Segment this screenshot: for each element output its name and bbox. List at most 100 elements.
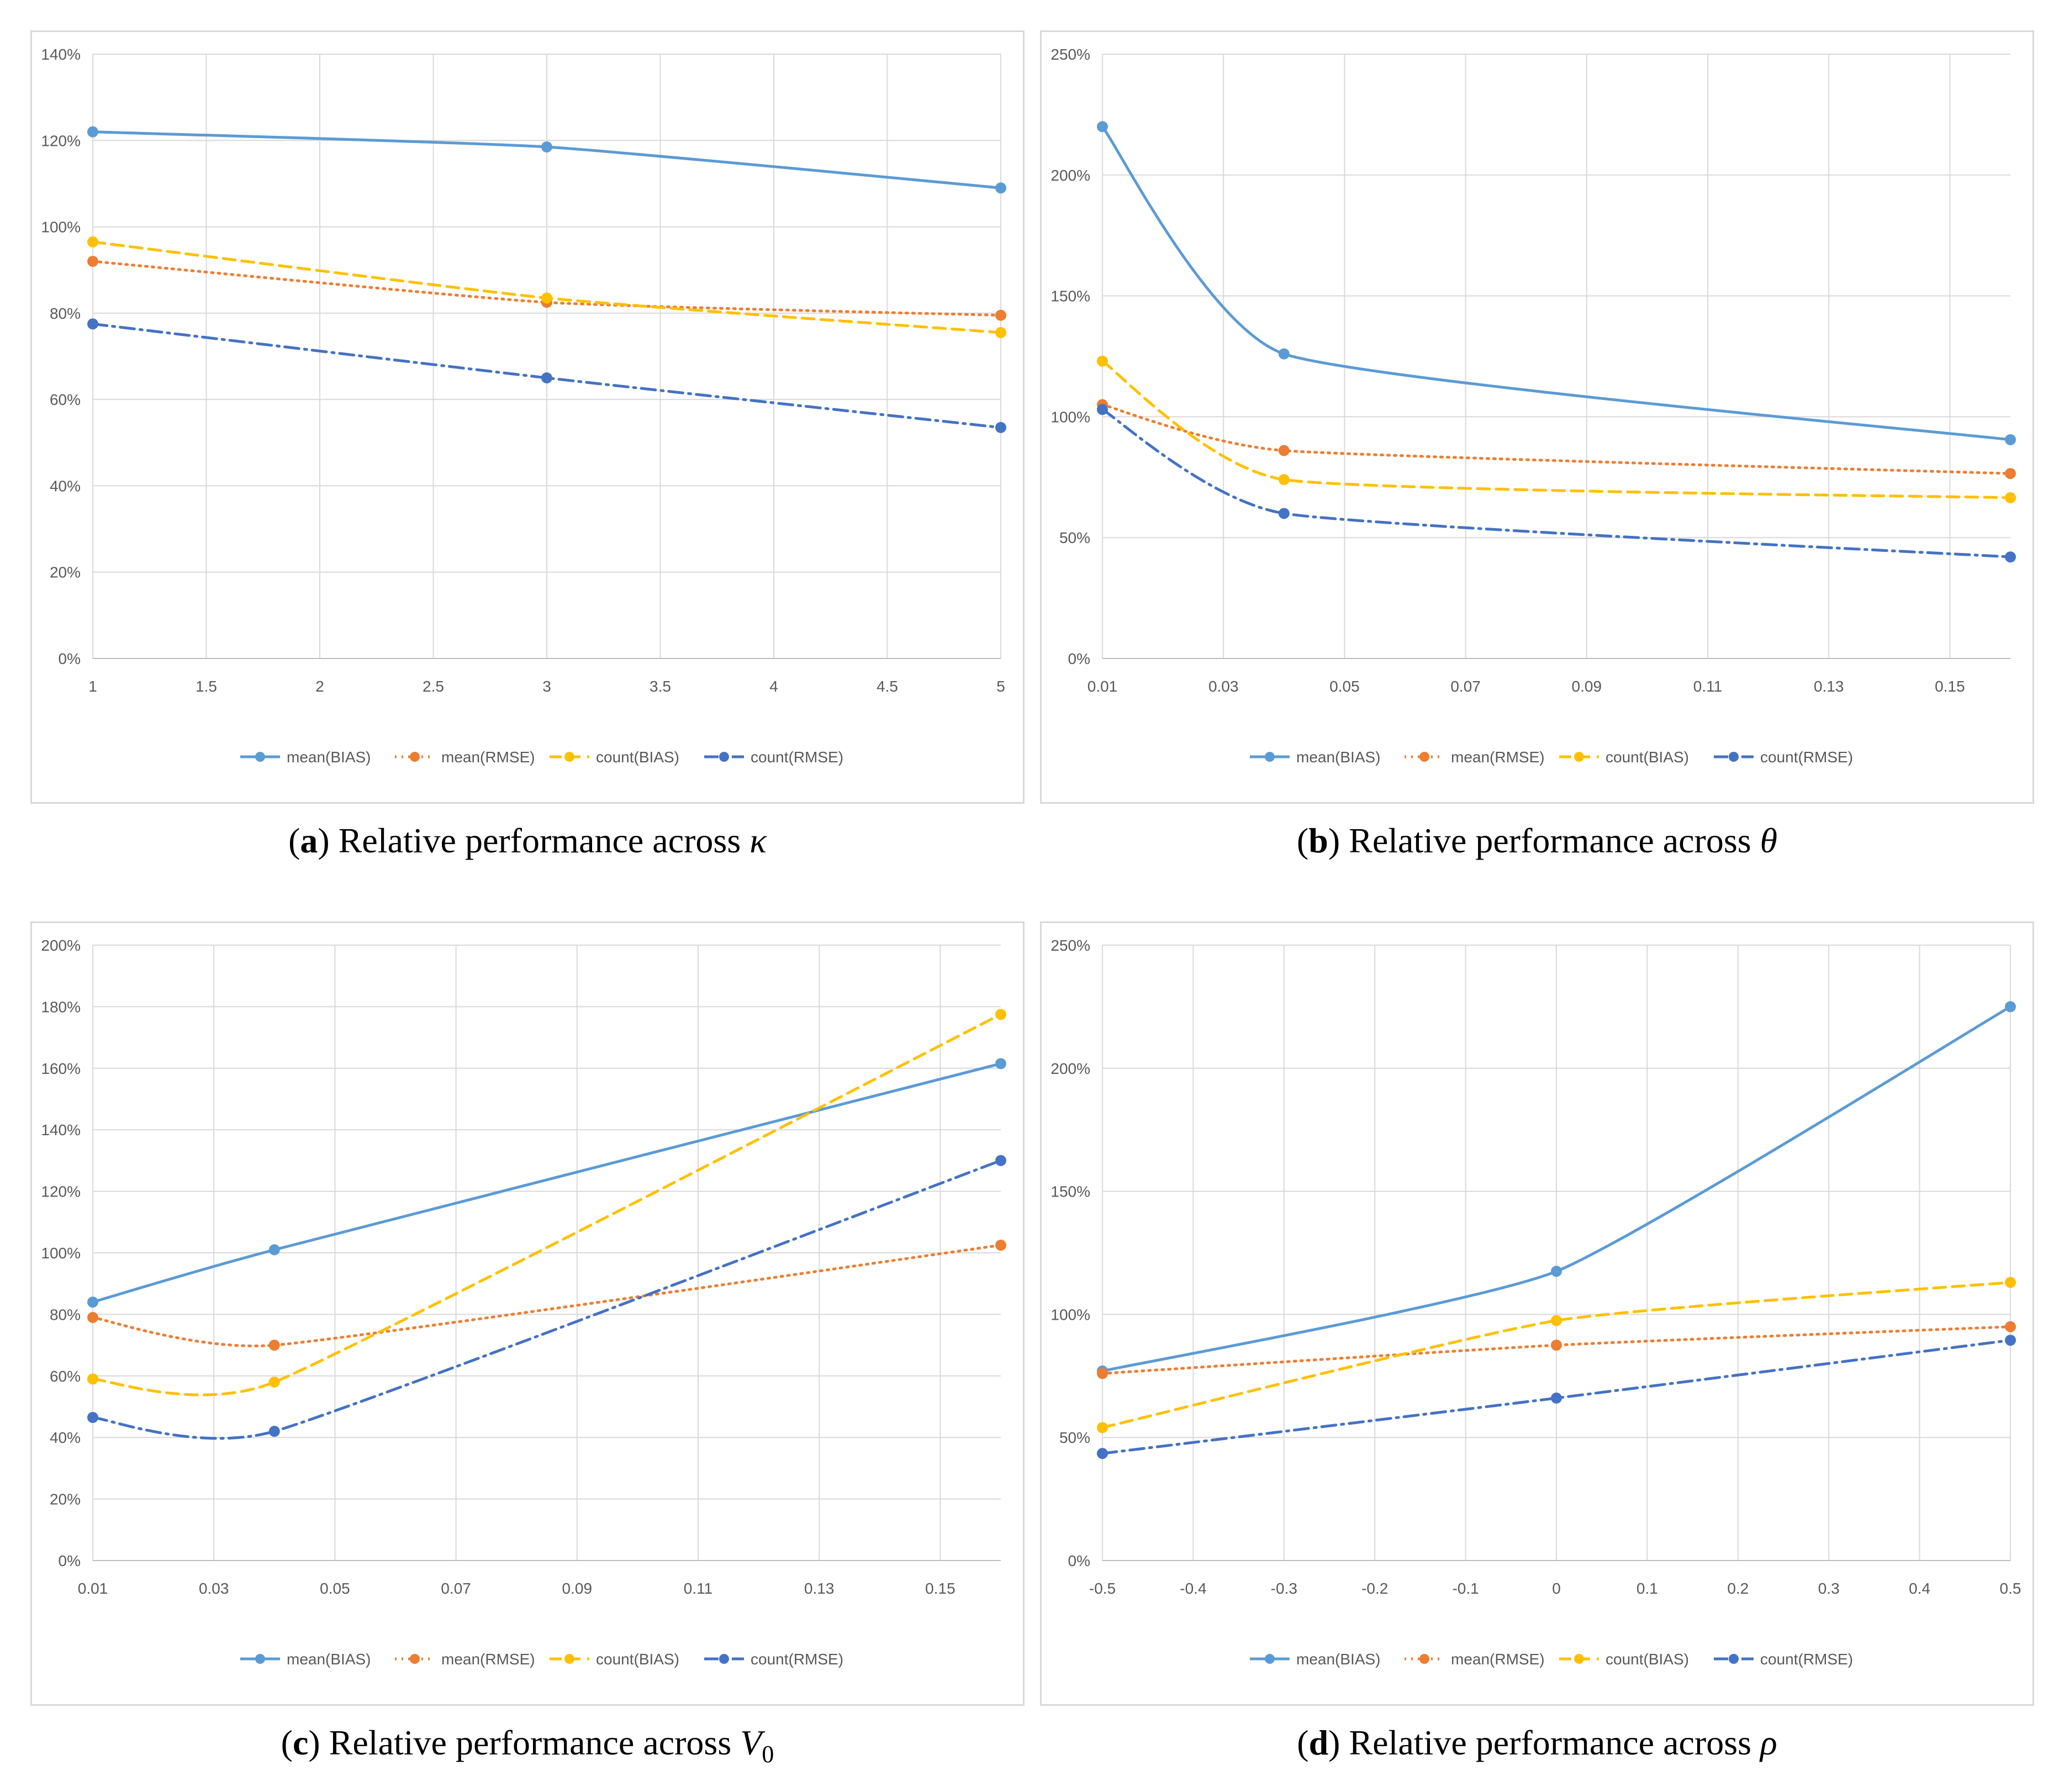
chart-panel-a: 0% 20% 40% 60% 80% 100% 120% 140% 1 1.5 2 2.5 3 3.5 4 4… (30, 30, 1025, 881)
data-point (1097, 121, 1108, 133)
caption-text: Relative performance across (338, 821, 741, 860)
data-point (268, 1340, 280, 1351)
data-point (2005, 1321, 2016, 1332)
legend-marker (1729, 752, 1739, 762)
y-tick-label: 140% (41, 46, 81, 63)
legend-label: mean(RMSE) (441, 1651, 535, 1668)
y-tick-label: 50% (1059, 1429, 1090, 1446)
x-tick-label: 1.5 (196, 678, 217, 695)
data-point (1278, 508, 1290, 519)
x-tick-label: 0.13 (1814, 678, 1844, 695)
legend-label: mean(RMSE) (441, 749, 535, 766)
x-tick-label: 2.5 (423, 678, 444, 695)
series-line (1101, 125, 2012, 441)
data-point (995, 421, 1006, 433)
series-line (91, 1013, 1002, 1396)
data-point (995, 1155, 1006, 1166)
y-tick-label: 200% (41, 937, 81, 954)
x-tick-label: -0.5 (1089, 1580, 1116, 1597)
legend-label: count(RMSE) (751, 749, 843, 766)
x-tick-label: 0.1 (1636, 1580, 1658, 1597)
data-point (541, 141, 552, 153)
legend-marker (410, 752, 420, 762)
data-point (87, 1311, 98, 1323)
caption-symbol: V (740, 1723, 762, 1762)
data-point (1097, 355, 1108, 367)
x-tick-label: 0.4 (1909, 1580, 1930, 1597)
caption-b: (b) Relative performance across θ (1296, 821, 1778, 860)
y-tick-label: 120% (41, 132, 81, 149)
series-line (1101, 403, 2012, 475)
legend-marker (1574, 1654, 1584, 1664)
data-point (995, 182, 1006, 194)
x-tick-label: 0.03 (199, 1580, 229, 1597)
legend-marker (1419, 752, 1429, 762)
y-tick-label: 0% (1068, 650, 1090, 667)
x-tick-label: 4.5 (877, 678, 898, 695)
x-tick-label: -0.1 (1452, 1580, 1479, 1597)
chart-panel-d: 0% 50% 100% 150% 200% 250% -0.5 -0.4 -0.3 -0.2 -0.… (1040, 921, 2034, 1783)
caption-symbol: κ (749, 821, 767, 860)
x-tick-label: 5 (996, 678, 1005, 695)
y-tick-label: 100% (41, 1245, 81, 1262)
data-point (995, 309, 1006, 321)
caption-a: (a) Relative performance across κ (288, 821, 767, 860)
chart-a-svg: 0% 20% 40% 60% 80% 100% 120% 140% 1 1.5 2 2.5 3 3.5 4 4… (41, 46, 1006, 766)
caption-symbol: θ (1760, 821, 1778, 860)
legend-label: mean(RMSE) (1451, 749, 1545, 766)
caption-letter: a (300, 821, 318, 860)
y-tick-label: 140% (41, 1121, 81, 1139)
data-point (2005, 434, 2016, 445)
y-tick-label: 50% (1059, 529, 1090, 546)
legend-label: mean(BIAS) (1296, 1651, 1381, 1668)
y-tick-label: 160% (41, 1060, 81, 1077)
chart-d-svg: 0% 50% 100% 150% 200% 250% -0.5 -0.4 -0.3 -0.2 -0.… (1050, 937, 2021, 1668)
data-point (87, 126, 98, 138)
x-tick-label: 0.07 (441, 1580, 471, 1597)
y-tick-label: 60% (50, 1368, 81, 1385)
x-tick-label: 0.11 (684, 1580, 712, 1597)
legend-marker (1729, 1654, 1739, 1664)
data-point (268, 1426, 280, 1437)
chart-b-svg: 0% 50% 100% 150% 200% 250% 0.01 0.03 0.05 0.07 0.0… (1050, 46, 2016, 766)
legend-marker (410, 1654, 420, 1664)
x-tick-label: 0.3 (1818, 1580, 1840, 1597)
caption-text: Relative performance across (1349, 821, 1751, 860)
x-tick-label: 0.01 (1087, 678, 1118, 695)
data-point (1097, 404, 1108, 415)
series-line (1101, 1325, 2012, 1375)
data-point (87, 1296, 98, 1308)
x-tick-label: 0.01 (78, 1580, 108, 1597)
data-point (87, 1411, 98, 1423)
chart-frame-d: 0% 50% 100% 150% 200% 250% -0.5 -0.4 -0.3 -0.2 -0.… (1040, 921, 2034, 1706)
legend-label: mean(BIAS) (287, 1651, 371, 1668)
series-line (91, 1159, 1002, 1440)
x-tick-label: 3 (542, 678, 551, 695)
chart-panel-b: 0% 50% 100% 150% 200% 250% 0.01 0.03 0.05 0.07 0.0… (1040, 30, 2034, 881)
legend-marker (719, 1654, 729, 1664)
data-point (2005, 468, 2016, 479)
x-tick-label: -0.2 (1361, 1580, 1388, 1597)
data-point (87, 1373, 98, 1385)
x-tick-label: 4 (769, 678, 778, 695)
data-point (1551, 1392, 1562, 1404)
legend-marker (1265, 752, 1275, 762)
x-tick-label: 0 (1552, 1580, 1561, 1597)
series-line (91, 1062, 1002, 1304)
y-tick-label: 20% (50, 1491, 81, 1508)
caption-letter: c (292, 1723, 309, 1762)
data-point (2005, 551, 2016, 563)
legend-marker (1265, 1654, 1275, 1664)
legend-label: mean(RMSE) (1451, 1651, 1545, 1668)
y-tick-label: 150% (1050, 1183, 1090, 1200)
y-tick-label: 80% (50, 1306, 81, 1323)
x-tick-label: 3.5 (650, 678, 671, 695)
caption-subscript: 0 (762, 1740, 774, 1768)
data-point (2005, 1277, 2016, 1288)
legend-marker (564, 1654, 574, 1664)
y-tick-label: 100% (41, 219, 81, 236)
legend-label: count(BIAS) (596, 1651, 679, 1668)
data-point (2005, 1001, 2016, 1013)
x-tick-label: 0.03 (1208, 678, 1239, 695)
legend-label: mean(BIAS) (287, 749, 371, 766)
